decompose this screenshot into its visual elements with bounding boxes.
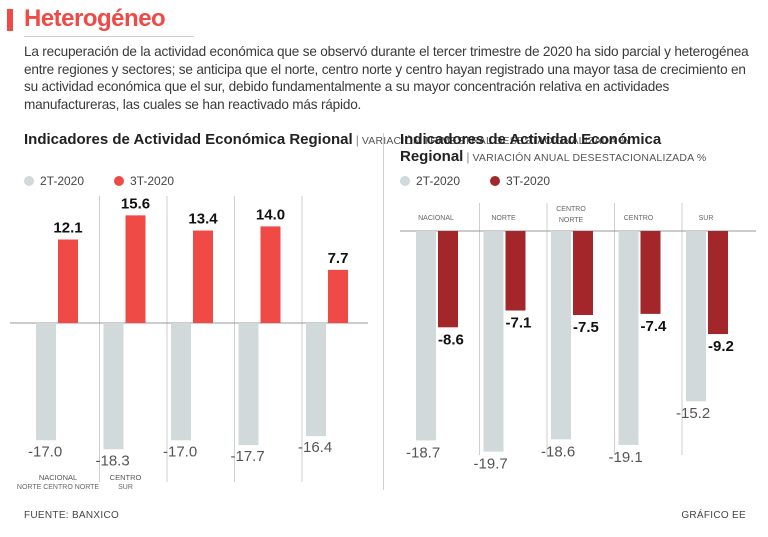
right-bar-3t-2 bbox=[573, 231, 593, 315]
left-legend-item-q2: 2T-2020 bbox=[24, 174, 84, 188]
panel-divider bbox=[383, 133, 384, 490]
legend-label: 2T-2020 bbox=[416, 174, 461, 188]
right-legend-item-q2: 2T-2020 bbox=[400, 174, 460, 188]
right-label-3t-0: -8.6 bbox=[438, 331, 464, 348]
right-bar-2t-2 bbox=[551, 231, 571, 440]
left-label-2t-1: -18.3 bbox=[96, 452, 130, 469]
right-label-2t-4: -15.2 bbox=[676, 405, 710, 422]
left-bar-3t-0 bbox=[58, 239, 78, 323]
right-bar-3t-0 bbox=[438, 231, 458, 328]
left-category-note-0: NORTE CENTRO NORTE bbox=[17, 484, 100, 491]
headline-accent-bar bbox=[7, 9, 13, 31]
legend-swatch bbox=[114, 176, 125, 186]
left-bar-2t-3 bbox=[238, 323, 259, 446]
left-chart-subtitle: VARIACIÓN TRIMESTRAL DESESTACIONALIZADA … bbox=[361, 135, 629, 147]
left-category-note-1: SUR bbox=[118, 484, 133, 491]
right-chart-title-text: Indicadores de Actividad Económica Regio… bbox=[400, 131, 662, 165]
left-legend-item-q3: 3T-2020 bbox=[114, 174, 174, 188]
right-bar-2t-4 bbox=[686, 231, 706, 402]
left-bar-3t-1 bbox=[125, 215, 146, 323]
left-label-2t-2: -17.0 bbox=[163, 443, 197, 460]
left-legend: 2T-2020 3T-2020 bbox=[24, 174, 204, 188]
left-label-3t-1: 15.6 bbox=[121, 195, 150, 212]
right-label-2t-3: -19.1 bbox=[609, 449, 643, 466]
right-category-label-0: NACIONAL bbox=[418, 215, 454, 222]
headline-rule bbox=[24, 36, 194, 37]
left-label-3t-4: 7.7 bbox=[328, 250, 349, 267]
left-bar-2t-1 bbox=[103, 323, 124, 450]
right-label-2t-0: -18.7 bbox=[406, 444, 440, 461]
left-bar-3t-3 bbox=[260, 226, 281, 323]
left-category-label-0: NACIONAL bbox=[39, 473, 77, 482]
left-bar-2t-0 bbox=[36, 323, 56, 441]
headline-title: Heterogéneo bbox=[24, 5, 166, 32]
legend-swatch bbox=[490, 176, 501, 186]
left-label-3t-0: 12.1 bbox=[53, 220, 82, 237]
right-legend-item-q3: 3T-2020 bbox=[490, 174, 550, 188]
legend-swatch bbox=[24, 176, 34, 186]
right-label-2t-2: -18.6 bbox=[541, 443, 575, 460]
graphic-credit: GRÁFICO EE bbox=[681, 510, 746, 521]
right-category-label-3: CENTRO bbox=[624, 215, 654, 222]
right-label-2t-1: -19.7 bbox=[474, 456, 508, 473]
right-category-label-2-line1: CENTRO bbox=[556, 206, 586, 213]
right-label-3t-4: -9.2 bbox=[708, 338, 734, 355]
right-label-3t-1: -7.1 bbox=[506, 315, 532, 332]
right-bar-2t-1 bbox=[483, 231, 504, 452]
right-label-3t-2: -7.5 bbox=[573, 319, 599, 336]
left-category-label-1: CENTRO bbox=[110, 473, 142, 482]
right-legend: 2T-2020 3T-2020 bbox=[400, 174, 580, 188]
left-bar-2t-4 bbox=[306, 323, 326, 437]
intro-paragraph: La recuperación de la actividad económic… bbox=[24, 44, 749, 112]
right-category-label-1: NORTE bbox=[491, 215, 516, 222]
right-category-label-2-line2: NORTE bbox=[559, 217, 584, 224]
legend-label: 3T-2020 bbox=[506, 174, 551, 188]
right-label-3t-3: -7.4 bbox=[641, 318, 668, 335]
left-bar-3t-4 bbox=[328, 269, 348, 323]
legend-label: 2T-2020 bbox=[40, 174, 85, 188]
source-note: FUENTE: BANXICO bbox=[24, 510, 120, 521]
right-category-label-4: SUR bbox=[699, 215, 714, 222]
legend-label: 3T-2020 bbox=[130, 174, 175, 188]
right-bar-3t-1 bbox=[505, 231, 526, 311]
right-title-separator: | bbox=[466, 150, 470, 164]
left-label-3t-3: 14.0 bbox=[256, 206, 285, 223]
right-bar-3t-3 bbox=[640, 231, 661, 314]
left-label-3t-2: 13.4 bbox=[188, 211, 218, 228]
left-title-separator: | bbox=[355, 133, 359, 147]
right-bar-2t-0 bbox=[416, 231, 436, 441]
left-label-2t-3: -17.7 bbox=[231, 448, 265, 465]
right-bar-2t-3 bbox=[618, 231, 639, 445]
left-chart-title: Indicadores de Actividad Económica Regio… bbox=[24, 131, 629, 150]
right-chart-subtitle: VARIACIÓN ANUAL DESESTACIONALIZADA % bbox=[472, 152, 707, 164]
left-chart-title-text: Indicadores de Actividad Económica Regio… bbox=[24, 131, 353, 148]
right-chart-title: Indicadores de Actividad Económica Regio… bbox=[400, 131, 768, 167]
left-label-2t-4: -16.4 bbox=[298, 439, 332, 456]
left-bar-2t-2 bbox=[171, 323, 191, 441]
legend-swatch bbox=[400, 176, 410, 186]
right-bar-3t-4 bbox=[708, 231, 728, 335]
left-bar-3t-2 bbox=[193, 230, 213, 323]
left-label-2t-0: -17.0 bbox=[28, 443, 62, 460]
